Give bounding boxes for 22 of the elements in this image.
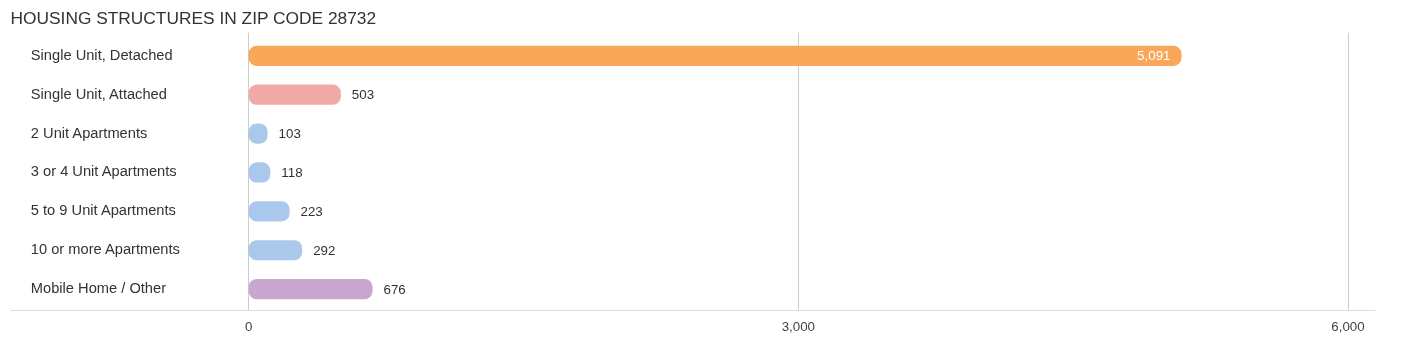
y-tick-label: 3 or 4 Unit Apartments <box>30 163 177 180</box>
chart-title: HOUSING STRUCTURES IN ZIP CODE 28732 <box>10 7 377 28</box>
data-label: 223 <box>300 203 323 219</box>
bar <box>248 240 303 261</box>
data-label: 503 <box>351 87 375 103</box>
y-tick-label: 5 to 9 Unit Apartments <box>30 202 176 219</box>
bar <box>248 84 341 105</box>
y-tick-label: Single Unit, Attached <box>30 85 167 102</box>
data-label: 292 <box>313 242 336 258</box>
bar <box>248 279 373 300</box>
x-tick-label: 0 <box>244 318 253 334</box>
x-tick-label: 6,000 <box>1331 318 1365 334</box>
y-tick-label: 10 or more Apartments <box>30 241 180 258</box>
data-label: 5,091 <box>1137 48 1171 64</box>
y-tick-label: Mobile Home / Other <box>30 280 167 297</box>
y-tick-label: Single Unit, Detached <box>30 46 173 63</box>
data-label: 676 <box>383 281 406 297</box>
data-label: 118 <box>281 164 303 180</box>
x-tick-label: 3,000 <box>781 318 816 334</box>
bar <box>248 45 1182 66</box>
y-tick-label: 2 Unit Apartments <box>30 124 148 141</box>
data-label: 103 <box>278 126 301 142</box>
